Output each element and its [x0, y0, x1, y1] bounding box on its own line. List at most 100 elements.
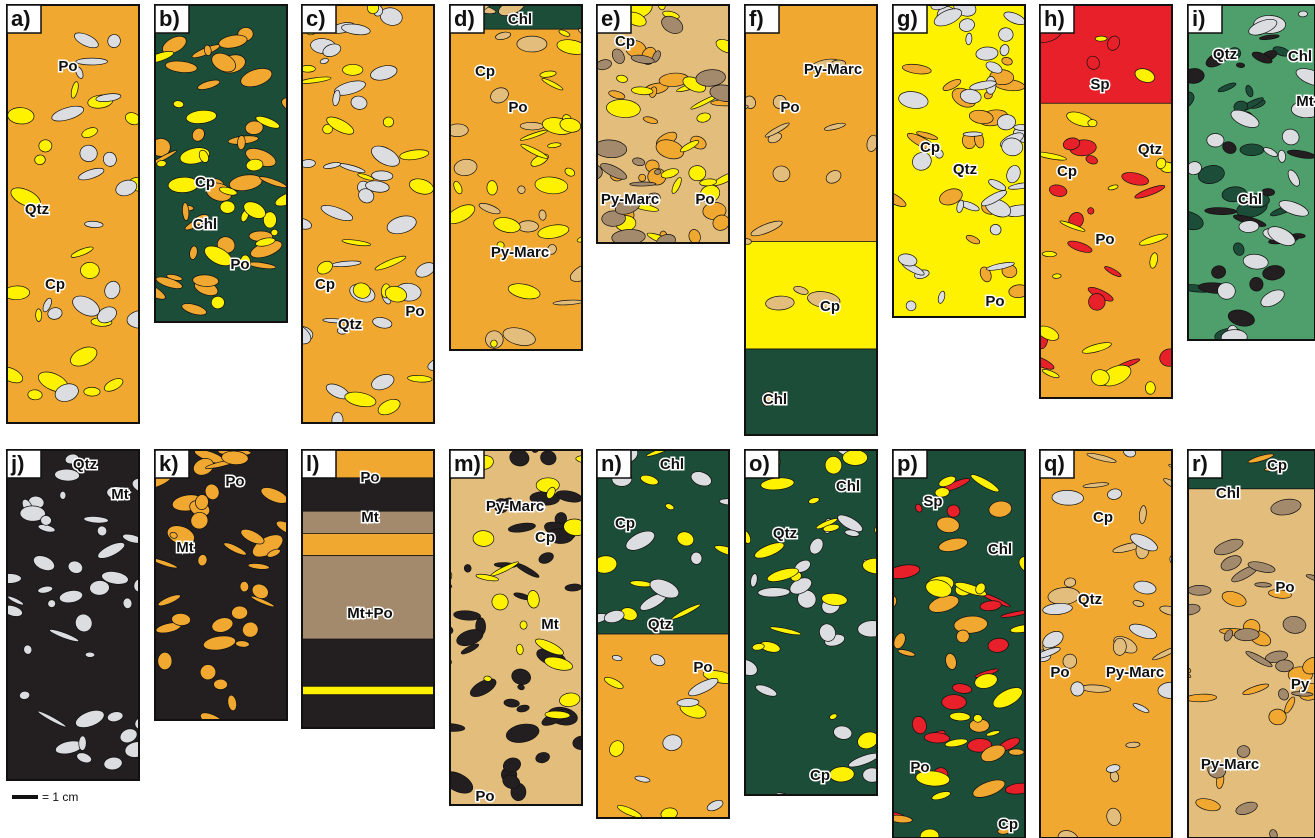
mineral-grain [225, 336, 253, 360]
mineral-grain [1240, 144, 1264, 156]
mineral-label: Po [230, 256, 249, 273]
panel-texture [1004, 5, 1208, 398]
mineral-grain [1262, 188, 1275, 196]
mineral-grain [1188, 585, 1211, 595]
mineral-label: Py-Marc [1201, 756, 1259, 773]
mineral-grain [79, 736, 87, 751]
panel-letter: r) [1192, 451, 1208, 476]
panel: e)CpPy-MarcPo [568, 0, 751, 261]
mineral-label: Cp [45, 276, 65, 293]
mineral-label: Cp [315, 276, 335, 293]
panel: h)SpQtzCpPo [1004, 5, 1208, 398]
mineral-grain [1236, 63, 1245, 68]
mineral-label: Qtz [338, 316, 362, 333]
mineral-grain [473, 530, 494, 546]
mineral-grain [582, 294, 606, 310]
mineral-label: Po [910, 759, 929, 776]
mineral-label: Qtz [1213, 46, 1237, 63]
mineral-label: Po [1050, 664, 1069, 681]
mineral-grain [383, 117, 394, 128]
panel-texture [0, 447, 157, 780]
panel-letter: j) [10, 451, 24, 476]
mineral-grain [676, 328, 710, 355]
mineral-label: Po [695, 191, 714, 208]
mineral-grain [518, 221, 539, 232]
mineral-label: Py [1291, 676, 1310, 693]
mineral-label: Po [693, 659, 712, 676]
mineral-grain [963, 132, 982, 137]
mineral-grain [677, 372, 707, 391]
mineral-grain [520, 122, 544, 130]
mineral-grain [517, 36, 547, 52]
mineral-label: Chl [508, 11, 532, 28]
mineral-label: Cp [1093, 509, 1113, 526]
mineral-grain [240, 581, 249, 592]
mineral-label: Sp [923, 493, 942, 510]
figure: = 1 cm a)PoQtzCpb)CpChlPoc)CpQtzPod)ChlC… [0, 0, 1315, 838]
mineral-label: Cp [1057, 163, 1077, 180]
mineral-label: Po [1275, 579, 1294, 596]
mineral-grain [1207, 133, 1224, 147]
mineral-grain [76, 58, 108, 65]
mineral-label: Qtz [25, 201, 49, 218]
mineral-grain [60, 491, 66, 499]
panel-letter: o) [749, 451, 770, 476]
mineral-label: Py-Marc [804, 61, 862, 78]
mineral-label: Chl [1238, 191, 1262, 208]
panel-letter: f) [749, 6, 764, 31]
mineral-label: Chl [763, 391, 787, 408]
mineral-label: Mt [361, 509, 379, 526]
mineral-label: Po [58, 58, 77, 75]
scale-label: = 1 cm [42, 790, 78, 804]
mineral-grain [84, 387, 100, 396]
mineral-label: Mt [176, 539, 194, 556]
panel-letter: d) [454, 6, 475, 31]
panel-letter: a) [11, 6, 31, 31]
mineral-label: Cp [1267, 457, 1287, 474]
mineral-grain [1255, 582, 1272, 587]
mineral-grain [158, 652, 172, 670]
mineral-grain [520, 621, 527, 630]
mineral-label: Qtz [1138, 141, 1162, 158]
mineral-label: Py-Marc [601, 191, 659, 208]
mineral-band [302, 556, 434, 639]
mineral-grain [630, 182, 656, 186]
panel-letter: g) [897, 6, 918, 31]
panel-letter: p) [897, 451, 918, 476]
mineral-label: Py-Marc [491, 244, 549, 261]
mineral-label: Po [475, 788, 494, 805]
panel-letter: q) [1044, 451, 1065, 476]
mineral-label: Chl [988, 541, 1012, 558]
mineral-grain [843, 450, 868, 466]
mineral-grain [200, 664, 216, 679]
mineral-grain [942, 695, 967, 710]
mineral-grain [0, 573, 21, 583]
mineral-label: Mt [541, 616, 559, 633]
mineral-grain [1234, 628, 1259, 641]
mineral-label: Cp [615, 33, 635, 50]
mineral-band [302, 533, 434, 555]
mineral-label: Mt+Po [347, 605, 392, 622]
panel-letter: l) [306, 451, 319, 476]
mineral-grain [1042, 251, 1056, 257]
mineral-label: Mt [1296, 93, 1314, 110]
mineral-label: Sp [1090, 76, 1109, 93]
mineral-grain [1298, 11, 1307, 17]
mineral-label: Chl [1288, 48, 1312, 65]
mineral-label: Qtz [773, 525, 797, 542]
mineral-label: Chl [836, 478, 860, 495]
panel-texture [568, 0, 751, 261]
mineral-label: Po [508, 99, 527, 116]
mineral-label: Qtz [648, 616, 672, 633]
mineral-label: Qtz [1078, 591, 1102, 608]
mineral-grain [1071, 682, 1084, 696]
panel: o) Chl Qtz Cp [699, 441, 910, 809]
panel-letter: m) [454, 451, 481, 476]
mineral-label: Cp [810, 767, 830, 784]
mineral-grain [1009, 749, 1024, 756]
mineral-grain [190, 720, 220, 732]
panel-letter: c) [306, 6, 326, 31]
mineral-label: Qtz [73, 456, 97, 473]
mineral-grain [36, 309, 42, 322]
